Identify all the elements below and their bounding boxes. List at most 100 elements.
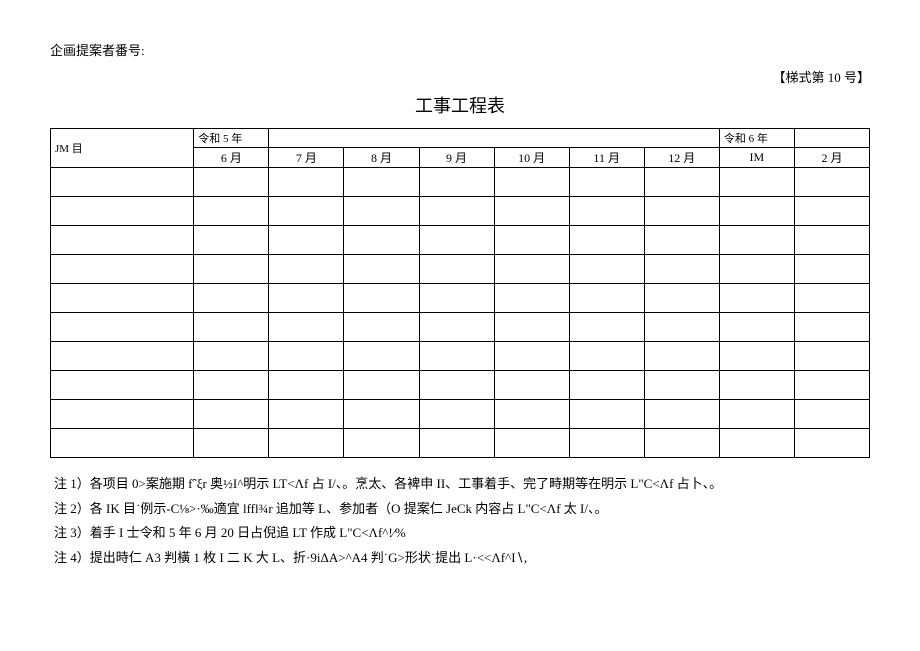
schedule-cell <box>269 429 344 458</box>
schedule-cell <box>719 342 794 371</box>
schedule-cell <box>194 342 269 371</box>
table-row <box>51 342 870 371</box>
schedule-cell <box>794 255 869 284</box>
note-2: 注 2）各 IK 目˙例示-C⅛>·‰適宜 lffl¾r 追加等 L、参加者（O… <box>54 497 866 522</box>
note-3: 注 3）着手 I 士令和 5 年 6 月 20 日占倪追 LT 作成 L"C<Λ… <box>54 521 866 546</box>
schedule-cell <box>494 400 569 429</box>
schedule-cell <box>794 313 869 342</box>
schedule-cell <box>344 255 419 284</box>
schedule-cell <box>569 168 644 197</box>
schedule-cell <box>344 197 419 226</box>
schedule-cell <box>194 371 269 400</box>
schedule-cell <box>719 429 794 458</box>
schedule-cell <box>269 197 344 226</box>
schedule-cell <box>794 226 869 255</box>
schedule-cell <box>569 371 644 400</box>
year-left: 令和 5 年 <box>194 129 269 148</box>
table-row <box>51 371 870 400</box>
schedule-cell <box>719 400 794 429</box>
proposer-number-label: 企画提案者番号: <box>50 40 870 59</box>
schedule-cell <box>194 226 269 255</box>
schedule-cell <box>719 226 794 255</box>
schedule-cell <box>344 226 419 255</box>
schedule-cell <box>569 226 644 255</box>
schedule-cell <box>419 429 494 458</box>
note-1: 注 1）各项目 0>案施期 fˆξr 奥½I^明示 LT<Λf 占 I/、。烹太… <box>54 472 866 497</box>
schedule-cell <box>494 168 569 197</box>
item-cell <box>51 226 194 255</box>
schedule-cell <box>269 400 344 429</box>
schedule-cell <box>569 255 644 284</box>
item-cell <box>51 371 194 400</box>
year-row: JM 目 令和 5 年 令和 6 年 <box>51 129 870 148</box>
schedule-cell <box>494 371 569 400</box>
schedule-cell <box>794 342 869 371</box>
schedule-cell <box>269 313 344 342</box>
schedule-cell <box>419 197 494 226</box>
schedule-cell <box>269 255 344 284</box>
note-4: 注 4）提出時仁 A3 判橫 1 枚 I 二 K 大 L、折·9iΔA>^A4 … <box>54 546 866 571</box>
schedule-cell <box>344 168 419 197</box>
item-cell <box>51 197 194 226</box>
schedule-cell <box>719 197 794 226</box>
schedule-cell <box>419 284 494 313</box>
schedule-cell <box>494 429 569 458</box>
schedule-cell <box>569 197 644 226</box>
schedule-cell <box>419 255 494 284</box>
form-number: 【梯式第 10 号】 <box>50 67 870 86</box>
schedule-cell <box>419 342 494 371</box>
month-cell: 10 月 <box>494 148 569 168</box>
item-header: JM 目 <box>51 129 194 168</box>
schedule-cell <box>794 168 869 197</box>
schedule-cell <box>719 255 794 284</box>
schedule-cell <box>494 226 569 255</box>
page-title: 工事工程表 <box>50 92 870 118</box>
schedule-cell <box>494 197 569 226</box>
schedule-cell <box>269 284 344 313</box>
month-cell: 12 月 <box>644 148 719 168</box>
schedule-cell <box>569 313 644 342</box>
schedule-cell <box>194 400 269 429</box>
schedule-cell <box>569 284 644 313</box>
schedule-cell <box>344 342 419 371</box>
table-row <box>51 313 870 342</box>
schedule-cell <box>644 197 719 226</box>
schedule-cell <box>644 342 719 371</box>
month-cell: 8 月 <box>344 148 419 168</box>
schedule-cell <box>344 284 419 313</box>
month-cell: 2 月 <box>794 148 869 168</box>
month-cell: IM <box>719 148 794 168</box>
item-cell <box>51 342 194 371</box>
month-cell: 6 月 <box>194 148 269 168</box>
schedule-cell <box>719 284 794 313</box>
item-cell <box>51 429 194 458</box>
schedule-cell <box>194 429 269 458</box>
schedule-cell <box>794 284 869 313</box>
schedule-cell <box>569 429 644 458</box>
schedule-cell <box>419 313 494 342</box>
table-row <box>51 197 870 226</box>
schedule-cell <box>644 284 719 313</box>
schedule-cell <box>194 197 269 226</box>
table-row <box>51 226 870 255</box>
schedule-cell <box>269 371 344 400</box>
schedule-cell <box>419 226 494 255</box>
year-right: 令和 6 年 <box>719 129 794 148</box>
schedule-cell <box>194 313 269 342</box>
schedule-cell <box>794 197 869 226</box>
schedule-cell <box>194 255 269 284</box>
schedule-cell <box>494 255 569 284</box>
schedule-cell <box>794 400 869 429</box>
schedule-cell <box>644 429 719 458</box>
schedule-cell <box>344 400 419 429</box>
item-cell <box>51 255 194 284</box>
schedule-cell <box>719 168 794 197</box>
schedule-cell <box>644 255 719 284</box>
schedule-cell <box>269 168 344 197</box>
schedule-cell <box>494 342 569 371</box>
schedule-cell <box>644 400 719 429</box>
schedule-cell <box>344 313 419 342</box>
schedule-cell <box>719 313 794 342</box>
table-row <box>51 168 870 197</box>
table-row <box>51 255 870 284</box>
